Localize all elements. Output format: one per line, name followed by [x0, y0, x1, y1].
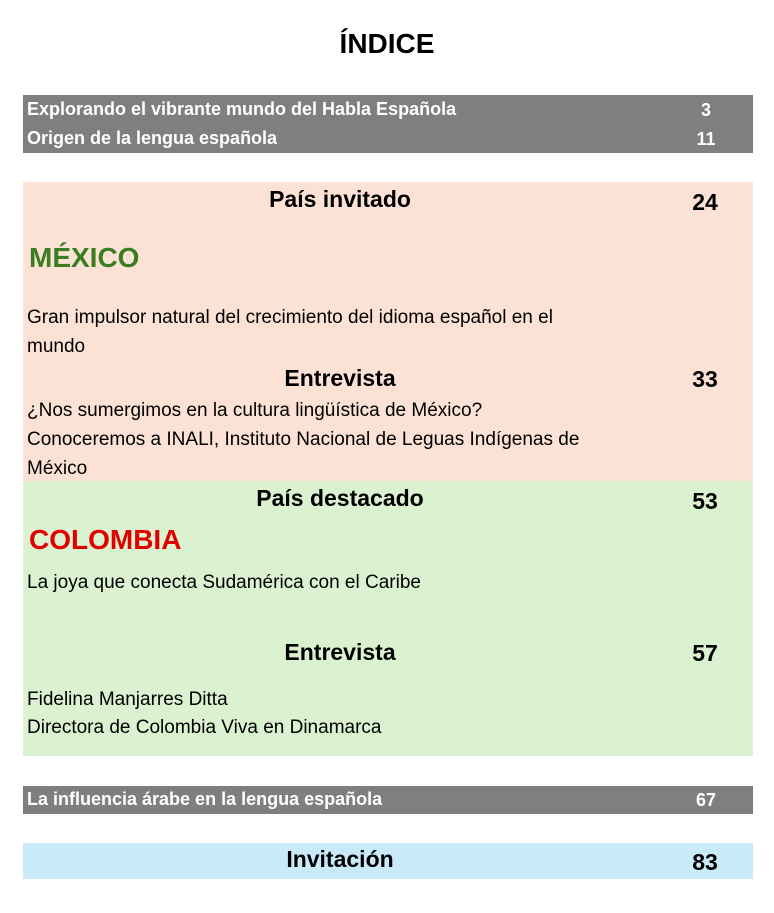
section-heading[interactable]: País destacado: [256, 485, 424, 511]
colombia-section: [23, 481, 753, 756]
invitation-label[interactable]: Invitación: [286, 846, 394, 872]
interview-page: 33: [692, 366, 718, 392]
country-name-colombia: COLOMBIA: [29, 524, 182, 555]
interview-text: ¿Nos sumergimos en la cultura lingüístic…: [27, 400, 483, 421]
section-page: 53: [692, 488, 718, 514]
page-title: ÍNDICE: [339, 28, 435, 59]
interview-text: Fidelina Manjarres Ditta: [27, 689, 228, 710]
country-name-mexico: MÉXICO: [29, 242, 140, 273]
interview-page: 57: [692, 640, 718, 666]
toc-entry-label[interactable]: Explorando el vibrante mundo del Habla E…: [27, 99, 457, 119]
section-page: 24: [692, 189, 718, 215]
interview-heading[interactable]: Entrevista: [284, 365, 396, 391]
arabic-entry-band: [23, 786, 753, 814]
section-description: La joya que conecta Sudamérica con el Ca…: [27, 572, 421, 593]
mexico-section: [23, 182, 753, 481]
toc-entry-page: 3: [700, 100, 711, 120]
invitation-page: 83: [692, 849, 718, 875]
top-entries-band: [23, 95, 753, 153]
interview-text: Directora de Colombia Viva en Dinamarca: [27, 717, 382, 738]
toc-entry-page: 67: [695, 790, 717, 810]
interview-text: México: [27, 458, 88, 479]
interview-text: Conoceremos a INALI, Instituto Nacional …: [27, 429, 580, 450]
section-description: Gran impulsor natural del crecimiento de…: [27, 307, 553, 328]
interview-heading[interactable]: Entrevista: [284, 639, 396, 665]
section-heading[interactable]: País invitado: [269, 186, 411, 212]
invitation-band: [23, 843, 753, 879]
section-description: mundo: [27, 336, 86, 357]
toc-entry-label[interactable]: Origen de la lengua española: [27, 128, 278, 148]
toc-entry-label[interactable]: La influencia árabe en la lengua español…: [27, 789, 383, 809]
toc-entry-page: 11: [696, 129, 716, 149]
